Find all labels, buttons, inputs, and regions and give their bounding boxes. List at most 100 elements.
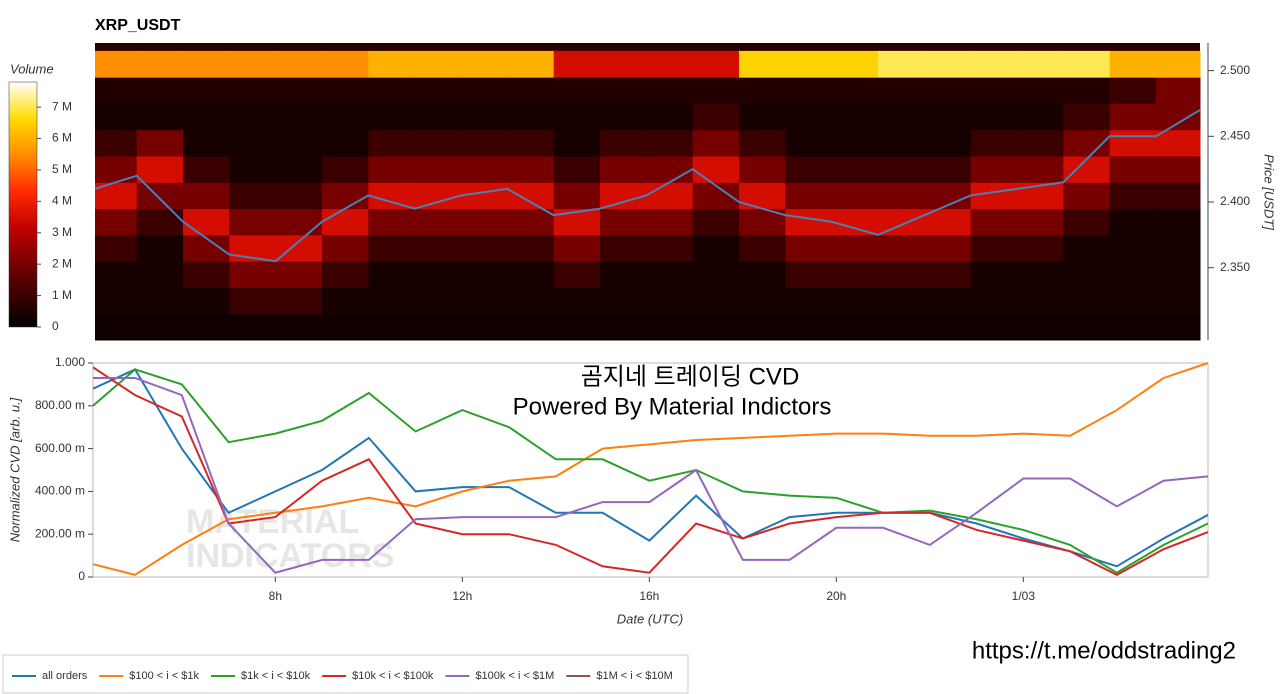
heat-cell	[739, 182, 786, 210]
heat-cell	[275, 287, 323, 315]
heat-cell	[183, 182, 230, 210]
heat-cell	[414, 261, 462, 288]
heat-cell	[970, 234, 1018, 262]
heat-cell	[1155, 234, 1201, 262]
heat-cell	[229, 182, 277, 210]
y2-tick-label: 2.350	[1220, 260, 1250, 274]
heat-cell	[229, 313, 277, 341]
heat-cell	[275, 77, 323, 104]
heat-cell	[229, 208, 277, 236]
heat-cell	[322, 234, 369, 262]
legend-label: $100 < i < $1k	[129, 670, 199, 682]
colorbar	[8, 81, 38, 328]
heat-cell	[785, 103, 833, 131]
heat-cell	[461, 129, 508, 157]
heat-cell	[692, 50, 740, 78]
legend-box	[2, 654, 689, 694]
cvd-line	[92, 368, 1209, 574]
heat-cell	[785, 77, 833, 104]
heat-cell	[95, 261, 138, 288]
heat-cell	[646, 287, 694, 315]
heat-cell	[322, 129, 369, 157]
heat-cell	[600, 182, 647, 210]
heat-cell	[507, 156, 555, 183]
heat-cell	[785, 129, 833, 157]
heat-cell	[924, 287, 972, 315]
heat-cell	[831, 182, 879, 210]
heat-cell	[95, 156, 138, 183]
heat-cell	[322, 287, 369, 315]
heat-cell	[1016, 261, 1064, 288]
heat-cell	[877, 287, 925, 315]
heat-cell	[692, 313, 740, 341]
heat-cell	[970, 103, 1018, 131]
heat-cell	[553, 156, 601, 183]
heat-cell	[136, 156, 184, 183]
legend-label: $10k < i < $100k	[352, 670, 434, 682]
heat-cell	[831, 234, 879, 262]
heat-cell	[970, 261, 1018, 288]
heat-cell	[1063, 50, 1111, 78]
heat-cell	[692, 234, 740, 262]
heat-cell	[229, 50, 277, 78]
heat-cell	[414, 103, 462, 131]
y-tick-label: 600.00 m	[35, 441, 85, 455]
heat-cell	[183, 77, 230, 104]
heat-cell	[1063, 77, 1111, 104]
heat-cell	[507, 208, 555, 236]
heat-cell	[368, 129, 416, 157]
heat-cell	[600, 208, 647, 236]
heat-cell	[507, 77, 555, 104]
y2-tick-label: 2.450	[1220, 128, 1250, 142]
x-tick-label: 16h	[639, 589, 659, 603]
heat-cell	[95, 313, 138, 341]
heat-cell	[183, 208, 230, 236]
heat-cell	[739, 103, 786, 131]
heat-cell	[461, 156, 508, 183]
colorbar-tick-label: 0	[52, 319, 59, 333]
heat-cell	[1109, 313, 1157, 341]
heat-cell	[785, 287, 833, 315]
y-tick-label: 1.000	[55, 355, 85, 369]
heat-cell	[183, 129, 230, 157]
heat-cell	[646, 208, 694, 236]
heat-cell	[1155, 182, 1201, 210]
heat-cell	[136, 129, 184, 157]
cvd-subtitle: Powered By Material Indictors	[513, 393, 832, 420]
heat-cell	[1109, 208, 1157, 236]
heat-cell	[646, 50, 694, 78]
heat-cell	[1016, 129, 1064, 157]
heat-cell	[924, 234, 972, 262]
heat-cell	[646, 156, 694, 183]
heat-cell	[1063, 103, 1111, 131]
heat-cell	[553, 129, 601, 157]
heat-cell	[970, 156, 1018, 183]
heat-cell	[229, 103, 277, 131]
y-tick-label: 200.00 m	[35, 526, 85, 540]
heat-cell	[877, 103, 925, 131]
heat-cell	[136, 234, 184, 262]
legend-label: all orders	[42, 670, 88, 682]
heat-cell	[368, 182, 416, 210]
y-axis-label: Normalized CVD [arb. u.]	[7, 397, 22, 542]
legend-label: $1k < i < $10k	[241, 670, 311, 682]
heat-cell	[368, 234, 416, 262]
colorbar-tick-label: 3 M	[52, 225, 72, 239]
x-tick-label: 1/03	[1012, 589, 1036, 603]
heat-cell	[1016, 234, 1064, 262]
heat-cell	[1155, 103, 1201, 131]
heat-cell	[739, 129, 786, 157]
heat-cell	[136, 313, 184, 341]
heat-cell	[136, 103, 184, 131]
heat-cell	[924, 208, 972, 236]
y-tick-label: 0	[78, 569, 85, 583]
heat-cell	[414, 287, 462, 315]
heat-cell	[600, 50, 647, 78]
heat-cell	[600, 313, 647, 341]
heat-cell	[414, 129, 462, 157]
heat-cell	[322, 103, 369, 131]
heat-cell	[229, 261, 277, 288]
y-tick-label: 800.00 m	[35, 398, 85, 412]
colorbar-label: Volume	[10, 61, 54, 76]
heat-cell	[1016, 103, 1064, 131]
